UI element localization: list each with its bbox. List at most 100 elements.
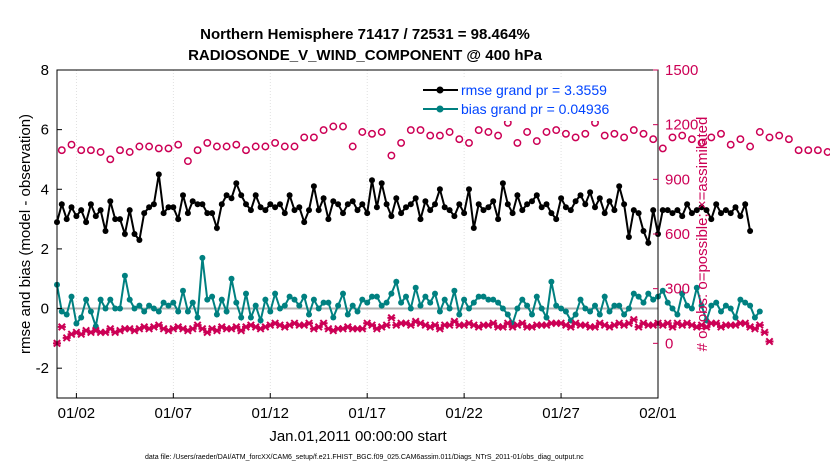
possible-obs-marker [116, 146, 124, 155]
data-point [218, 296, 225, 303]
data-point [170, 299, 177, 306]
data-point [199, 201, 206, 208]
data-point [504, 201, 511, 208]
data-point [306, 311, 312, 318]
data-point [87, 308, 94, 315]
data-point [281, 302, 288, 309]
possible-obs-marker [290, 142, 299, 151]
data-point [519, 296, 526, 303]
series-1 [54, 171, 754, 247]
data-point [194, 314, 201, 321]
data-point [141, 210, 148, 217]
data-point [436, 186, 443, 193]
data-point [296, 204, 303, 211]
data-point [504, 311, 511, 318]
possible-obs-marker [717, 129, 725, 138]
possible-obs-marker [455, 135, 464, 144]
assimilated-obs-marker [755, 321, 764, 330]
x-tick-label: 01/27 [542, 405, 580, 422]
possible-obs-marker [629, 126, 638, 135]
data-point [630, 290, 637, 297]
data-point [117, 305, 123, 312]
data-point [136, 237, 143, 243]
possible-obs-marker [523, 128, 532, 136]
data-point [330, 314, 337, 321]
series-2 [54, 254, 763, 330]
data-point [451, 213, 458, 220]
data-point [718, 308, 724, 315]
data-point [388, 290, 395, 297]
legend-rmse-label: rmse grand pr = 3.3559 [461, 82, 607, 98]
data-point [175, 216, 182, 223]
data-point [277, 201, 283, 208]
possible-obs-marker [707, 133, 716, 142]
data-point [204, 296, 211, 303]
assimilated-obs-marker [629, 315, 638, 324]
data-point [592, 204, 598, 211]
legend-rmse-marker [436, 86, 444, 94]
data-point [727, 305, 734, 312]
possible-obs-marker [135, 142, 144, 151]
data-point [485, 204, 492, 211]
possible-obs-marker [813, 146, 822, 155]
data-point [291, 296, 298, 303]
x-tick-label: 01/22 [445, 405, 483, 422]
possible-obs-marker [435, 131, 444, 140]
data-point [364, 210, 371, 217]
data-point [388, 213, 395, 220]
data-point [693, 284, 700, 291]
data-point [189, 198, 196, 205]
data-point [621, 311, 628, 318]
data-point [480, 207, 487, 214]
data-point [78, 207, 85, 214]
data-point [393, 195, 400, 202]
data-point [272, 204, 279, 211]
data-point [688, 305, 695, 312]
data-point [296, 302, 303, 309]
data-point [243, 290, 249, 297]
chart-title-line2: RADIOSONDE_V_WIND_COMPONENT @ 400 hPa [188, 47, 543, 64]
data-point [320, 195, 327, 202]
data-point [398, 299, 405, 306]
data-point [562, 204, 569, 211]
data-point [732, 204, 739, 211]
possible-obs-marker [280, 142, 289, 151]
data-point [596, 195, 603, 202]
plot-area [57, 70, 658, 398]
possible-obs-marker [687, 135, 696, 144]
data-point [625, 234, 632, 240]
assimilated-obs-marker [57, 323, 66, 331]
data-point [650, 296, 657, 303]
possible-obs-marker [106, 155, 115, 164]
data-point [315, 305, 322, 312]
data-point [582, 201, 589, 208]
data-point [742, 201, 749, 208]
possible-obs-marker [329, 122, 338, 131]
data-point [349, 198, 356, 205]
possible-obs-marker [348, 142, 357, 151]
data-point [635, 293, 642, 300]
possible-obs-marker [77, 146, 86, 155]
data-point [272, 290, 279, 297]
possible-obs-marker [746, 142, 755, 151]
possible-obs-marker [86, 146, 95, 155]
data-point [625, 305, 632, 312]
data-point [102, 228, 109, 234]
data-point [247, 314, 254, 321]
data-point [359, 296, 366, 303]
x-ticks: 01/02 01/07 01/12 01/17 01/22 01/27 02/01 [58, 393, 677, 422]
data-point [97, 296, 104, 303]
left-tick-label: 4 [41, 181, 49, 198]
data-point [189, 299, 196, 306]
data-point [659, 287, 666, 294]
data-point [582, 305, 589, 312]
left-y-ticks: -2 0 2 4 6 8 [36, 62, 62, 377]
data-point [112, 305, 119, 312]
possible-obs-marker [513, 138, 522, 147]
data-point [87, 201, 94, 208]
possible-obs-marker [222, 142, 231, 151]
data-point [606, 198, 613, 205]
right-tick-label: 1500 [665, 62, 698, 79]
data-point [461, 210, 468, 217]
possible-obs-marker [474, 126, 483, 135]
